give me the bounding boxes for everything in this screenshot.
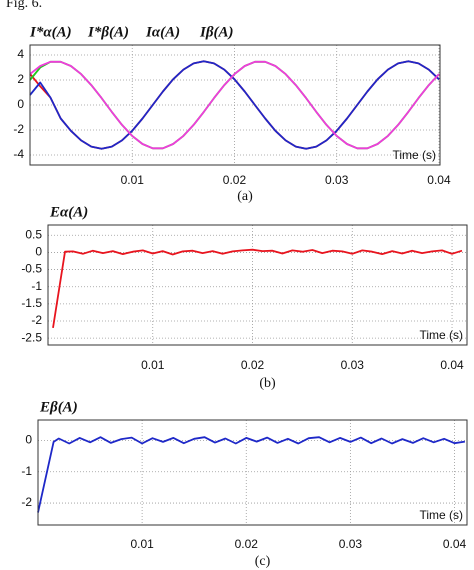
y-tick-label: 0.5 [25, 227, 42, 241]
y-tick-label: -1 [31, 279, 42, 293]
y-tick-label: -1.5 [21, 296, 42, 310]
data-line [52, 248, 463, 329]
y-tick-label: -1 [21, 464, 32, 478]
y-tick-label: 2 [17, 72, 24, 86]
chart-title: Eβ(A) [39, 399, 78, 415]
y-tick-label: 4 [17, 47, 24, 61]
legend-entry: I*β(A) [87, 24, 129, 40]
x-axis-label: Time (s) [419, 508, 463, 522]
y-tick-label: -2.5 [21, 330, 42, 344]
x-tick-label: 0.03 [339, 537, 363, 551]
y-tick-label: -2 [21, 495, 32, 509]
data-line [29, 60, 440, 150]
x-tick-label: 0.01 [141, 358, 165, 372]
caption: (a) [237, 189, 253, 204]
y-tick-label: -2 [31, 313, 42, 327]
x-tick-label: 0.03 [341, 358, 365, 372]
legend-entry: Iβ(A) [199, 24, 234, 40]
x-tick-label: 0.03 [325, 173, 349, 187]
y-tick-label: 0 [35, 245, 42, 259]
plot-frame [47, 224, 468, 346]
figure-label: Fig. 6. [6, 0, 42, 11]
x-tick-label: 0.02 [241, 358, 265, 372]
legend-entry: I*α(A) [29, 24, 72, 40]
y-tick-label: -4 [13, 147, 24, 161]
data-line [37, 436, 466, 513]
x-tick-label: 0.04 [427, 173, 451, 187]
plot-frame [29, 44, 441, 166]
x-tick-label: 0.01 [130, 537, 154, 551]
y-tick-label: 0 [25, 433, 32, 447]
caption: (b) [259, 376, 276, 391]
x-tick-label: 0.04 [443, 537, 467, 551]
x-tick-label: 0.02 [235, 537, 259, 551]
x-tick-label: 0.04 [440, 358, 464, 372]
x-tick-label: 0.02 [223, 173, 247, 187]
y-tick-label: 0 [17, 97, 24, 111]
data-line [29, 60, 440, 150]
x-axis-label: Time (s) [419, 328, 463, 342]
y-tick-label: -2 [13, 122, 24, 136]
caption: (c) [255, 554, 271, 569]
plot-frame [37, 419, 468, 526]
y-tick-label: -0.5 [21, 262, 42, 276]
x-tick-label: 0.01 [121, 173, 145, 187]
x-axis-label: Time (s) [392, 148, 436, 162]
plot-frame [37, 419, 468, 526]
chart-title: Eα(A) [49, 204, 88, 220]
legend-entry: Iα(A) [145, 24, 180, 40]
plot-frame [47, 224, 468, 346]
